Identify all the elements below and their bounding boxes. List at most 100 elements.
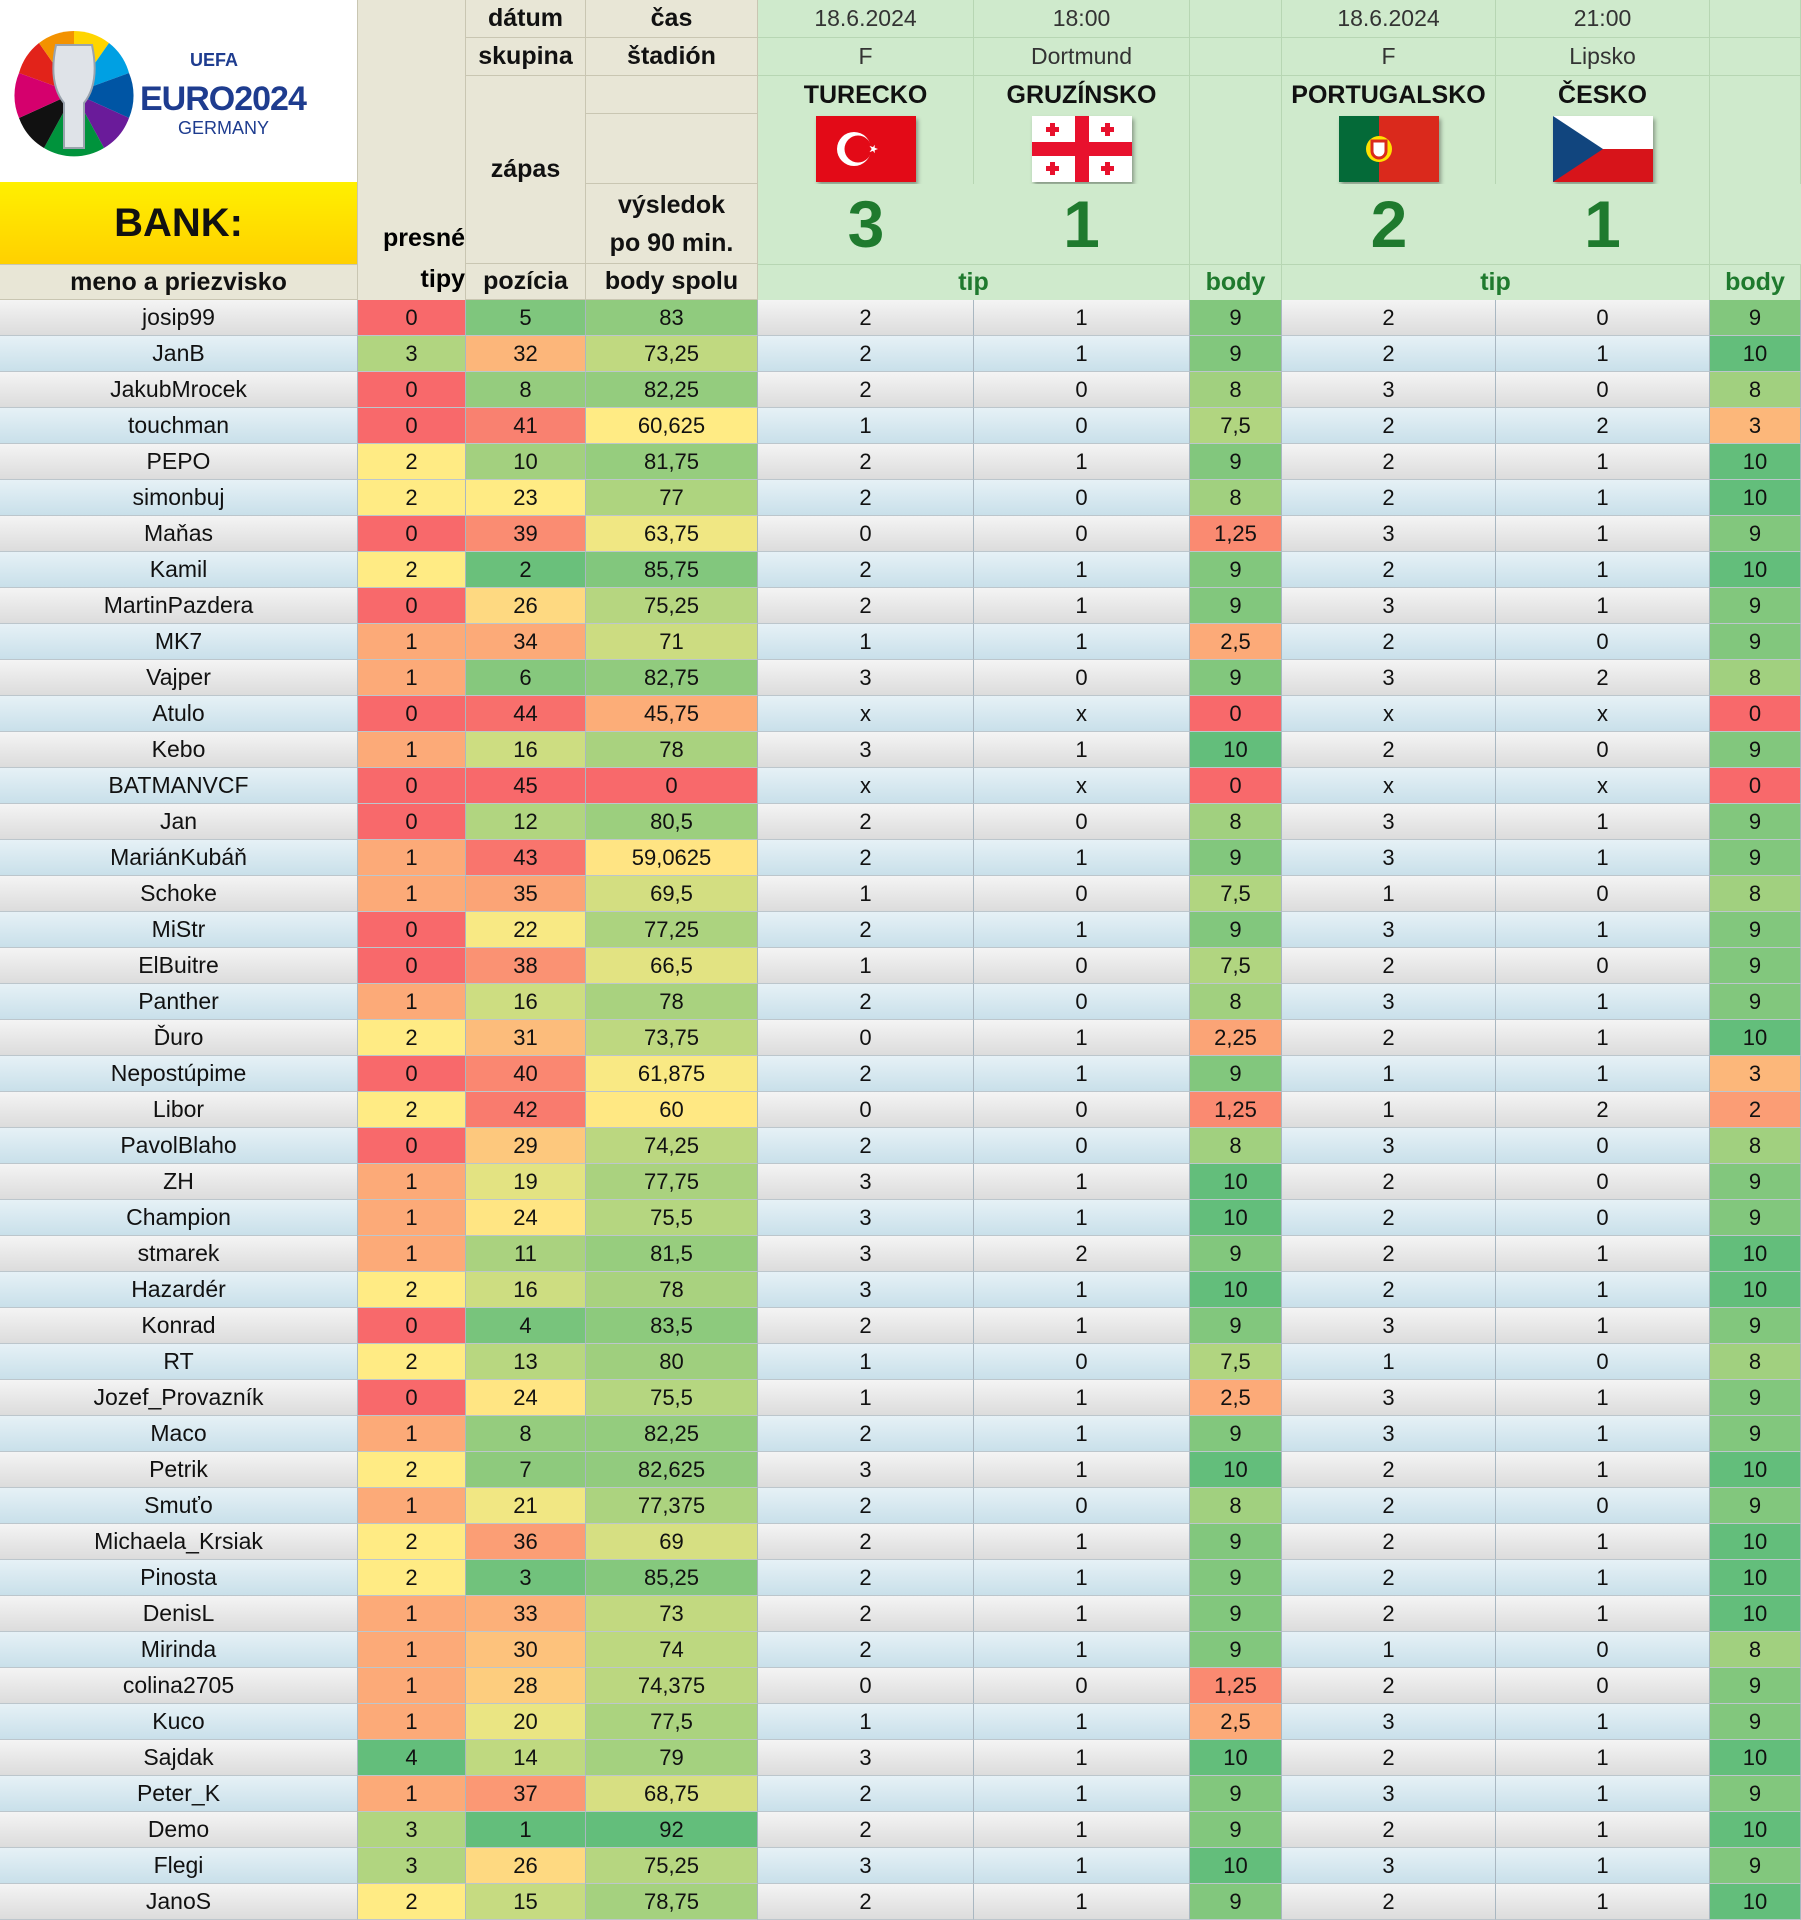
match2-tip-home-cell: 2 — [1282, 444, 1496, 480]
body-spolu-cell: 80,5 — [586, 804, 758, 840]
presne-tipy-cell: 2 — [358, 1020, 466, 1056]
presne-tipy-cell: 2 — [358, 1272, 466, 1308]
match1-tip-away-cell: 1 — [974, 840, 1190, 876]
match2-tip-home-cell: 3 — [1282, 984, 1496, 1020]
match2-tip-home-cell: 2 — [1282, 948, 1496, 984]
match1-tip-away-cell: 1 — [974, 1776, 1190, 1812]
participant-name: MK7 — [0, 624, 358, 660]
match2-tip-away-cell: 1 — [1496, 1596, 1710, 1632]
match2-tip-away-cell: 1 — [1496, 1740, 1710, 1776]
pozicia-cell: 29 — [466, 1128, 586, 1164]
presne-tipy-cell: 1 — [358, 840, 466, 876]
match2-tip-away-cell: 0 — [1496, 1128, 1710, 1164]
match2-tip-away-cell: 0 — [1496, 876, 1710, 912]
participant-name: Konrad — [0, 1308, 358, 1344]
meno-header: meno a priezvisko — [0, 264, 358, 300]
match2-tip-home-cell: 3 — [1282, 1704, 1496, 1740]
bank-label: BANK: — [0, 182, 358, 264]
body-spolu-cell: 77,375 — [586, 1488, 758, 1524]
match1-tip-home-cell: 3 — [758, 1164, 974, 1200]
match2-tip-home-cell: 3 — [1282, 588, 1496, 624]
participant-name: Champion — [0, 1200, 358, 1236]
match2-tip-away-cell: 1 — [1496, 336, 1710, 372]
presne-tipy-cell: 1 — [358, 1632, 466, 1668]
match1-tip-away-cell: 1 — [974, 1056, 1190, 1092]
participant-name: Mirinda — [0, 1632, 358, 1668]
zapas-spacer-b — [586, 114, 758, 184]
match2-tip-away-cell: 1 — [1496, 1776, 1710, 1812]
match2-body-cell: 8 — [1710, 372, 1801, 408]
match1-tip-away-cell: 0 — [974, 372, 1190, 408]
participant-name: Petrik — [0, 1452, 358, 1488]
match1-tip-away-cell: 1 — [974, 1848, 1190, 1884]
match1-tip-home-cell: 2 — [758, 552, 974, 588]
match1-tip-away-cell: 0 — [974, 1344, 1190, 1380]
match1-tip-away-cell: 0 — [974, 516, 1190, 552]
match1-tip-home-cell: 2 — [758, 1488, 974, 1524]
pozicia-cell: 30 — [466, 1632, 586, 1668]
match2-body-cell: 9 — [1710, 1776, 1801, 1812]
match2-body-cell: 10 — [1710, 1884, 1801, 1920]
pozicia-cell: 44 — [466, 696, 586, 732]
presne-tipy-cell: 0 — [358, 516, 466, 552]
match1-tip-away-cell: 1 — [974, 552, 1190, 588]
match1-tip-home-cell: 2 — [758, 588, 974, 624]
match1-body-cell: 2,25 — [1190, 1020, 1282, 1056]
match1-tip-away-cell: 1 — [974, 1416, 1190, 1452]
match1-tip-home-cell: 1 — [758, 624, 974, 660]
match2-body-cell: 9 — [1710, 1164, 1801, 1200]
match1-body-cell: 2,5 — [1190, 624, 1282, 660]
match2-tip-home-cell: 2 — [1282, 1668, 1496, 1704]
match1-body-cell: 1,25 — [1190, 1092, 1282, 1128]
match2-tip-home-cell: x — [1282, 768, 1496, 804]
body-spolu-cell: 71 — [586, 624, 758, 660]
match2-home-team: PORTUGALSKO — [1282, 76, 1496, 114]
presne-tipy-cell: 2 — [358, 1884, 466, 1920]
match1-body-cell: 2,5 — [1190, 1704, 1282, 1740]
participant-name: touchman — [0, 408, 358, 444]
match2-tip-away-cell: 1 — [1496, 1812, 1710, 1848]
match1-tip-home-cell: 2 — [758, 1884, 974, 1920]
match2-tip-away-cell: 1 — [1496, 1308, 1710, 1344]
match1-tip-home-cell: 1 — [758, 408, 974, 444]
euro2024-logo: UEFA EURO2024 GERMANY — [0, 0, 358, 182]
body-spolu-cell: 59,0625 — [586, 840, 758, 876]
match1-tip-home-cell: 0 — [758, 1092, 974, 1128]
match1-tip-away-cell: 0 — [974, 948, 1190, 984]
body-spolu-cell: 69,5 — [586, 876, 758, 912]
match1-body-cell: 9 — [1190, 1560, 1282, 1596]
pozicia-cell: 5 — [466, 300, 586, 336]
match2-tip-away-cell: 1 — [1496, 1272, 1710, 1308]
match2-time: 21:00 — [1496, 0, 1710, 38]
pozicia-cell: 34 — [466, 624, 586, 660]
match1-body-cell: 1,25 — [1190, 516, 1282, 552]
match1-tip-home-cell: 2 — [758, 300, 974, 336]
pozicia-cell: 24 — [466, 1200, 586, 1236]
body-spolu-cell: 85,75 — [586, 552, 758, 588]
presne-tipy-cell: 1 — [358, 1596, 466, 1632]
match1-body-cell: 0 — [1190, 768, 1282, 804]
match2-tip-away-cell: 1 — [1496, 840, 1710, 876]
match2-body-cell: 10 — [1710, 1596, 1801, 1632]
presne-tipy-cell: 2 — [358, 1092, 466, 1128]
match2-tip-home-cell: 3 — [1282, 1416, 1496, 1452]
match2-stadium: Lipsko — [1496, 38, 1710, 76]
match2-body-cell: 9 — [1710, 588, 1801, 624]
participant-name: PavolBlaho — [0, 1128, 358, 1164]
pozicia-cell: 33 — [466, 1596, 586, 1632]
match1-tip-away-cell: 1 — [974, 1596, 1190, 1632]
match2-tip-home-cell: 3 — [1282, 804, 1496, 840]
presne-tipy-cell: 1 — [358, 660, 466, 696]
presne-tipy-cell: 0 — [358, 1056, 466, 1092]
match2-tip-away-cell: 0 — [1496, 1668, 1710, 1704]
match1-body-cell: 9 — [1190, 1884, 1282, 1920]
match2-tip-away-cell: 0 — [1496, 1632, 1710, 1668]
match2-tip-home-cell: 2 — [1282, 1020, 1496, 1056]
body-spolu-header: body spolu — [586, 264, 758, 300]
match2-tip-home-cell: 2 — [1282, 1452, 1496, 1488]
germany-text: GERMANY — [178, 118, 270, 138]
pozicia-cell: 3 — [466, 1560, 586, 1596]
pozicia-cell: 35 — [466, 876, 586, 912]
match2-tip-away-cell: 2 — [1496, 1092, 1710, 1128]
match1-body-cell: 0 — [1190, 696, 1282, 732]
